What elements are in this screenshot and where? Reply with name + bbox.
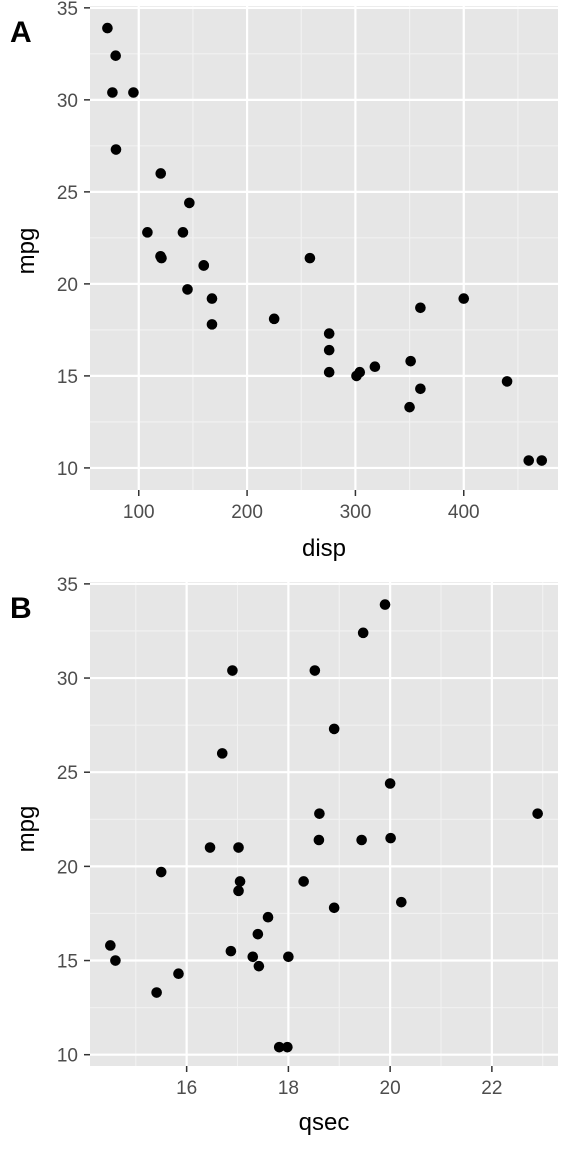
data-point-a — [128, 87, 139, 98]
data-point-a — [323, 366, 335, 378]
data-point-a — [110, 144, 122, 155]
data-point-b — [532, 808, 543, 819]
data-point-a — [142, 227, 153, 238]
y-tick-label-b: 10 — [57, 1046, 78, 1067]
x-tick-label-b: 20 — [380, 1078, 401, 1099]
y-tick-label-b: 15 — [57, 952, 78, 973]
data-point-a — [415, 383, 426, 395]
data-point-a — [405, 355, 416, 367]
x-tick-label-a: 400 — [448, 502, 480, 523]
data-point-a — [184, 197, 195, 209]
y-tick-label-b: 25 — [57, 763, 78, 784]
data-point-b — [396, 896, 407, 908]
data-point-b — [105, 940, 116, 951]
data-point-a — [415, 302, 426, 314]
y-tick-label-a: 35 — [57, 0, 78, 20]
data-point-b — [379, 599, 391, 610]
data-point-a — [458, 293, 470, 304]
y-tick-label-b: 30 — [57, 669, 78, 690]
data-point-a — [206, 319, 218, 330]
data-point-b — [227, 665, 238, 676]
y-tick-label-a: 25 — [57, 183, 78, 204]
data-point-a — [536, 455, 548, 466]
x-axis-title-b: qsec — [299, 1109, 350, 1136]
data-point-a — [523, 455, 535, 466]
data-point-a — [501, 376, 513, 387]
data-point-b — [204, 842, 216, 853]
data-point-a — [323, 328, 335, 339]
data-point-b — [110, 955, 121, 966]
data-point-b — [253, 960, 265, 972]
panel-b: B qsec mpg 16 18 20 22 10 15 20 25 30 35 — [10, 575, 558, 1136]
x-tick-label-a: 100 — [123, 502, 155, 523]
data-point-b — [309, 665, 321, 676]
x-tick-label-b: 16 — [176, 1078, 197, 1099]
x-tick-label-b: 22 — [481, 1078, 502, 1099]
data-point-b — [357, 627, 369, 639]
data-point-a — [102, 22, 113, 34]
x-tick-label-b: 18 — [278, 1078, 299, 1099]
data-point-a — [198, 260, 210, 271]
plot-panel-a — [90, 6, 558, 490]
data-point-b — [356, 834, 367, 846]
y-axis-title-b: mpg — [13, 806, 40, 853]
data-point-b — [385, 832, 396, 844]
data-point-b — [155, 866, 167, 878]
data-point-a — [155, 168, 167, 179]
x-tick-label-a: 200 — [231, 502, 263, 523]
data-point-b — [233, 842, 244, 853]
x-axis-title-a: disp — [302, 535, 346, 562]
data-point-a — [323, 344, 335, 356]
plot-panel-b — [90, 582, 558, 1066]
data-point-a — [369, 361, 381, 372]
data-point-a — [351, 370, 362, 382]
data-point-b — [313, 834, 325, 846]
y-axis-title-a: mpg — [13, 228, 40, 275]
data-point-b — [151, 987, 162, 998]
data-point-b — [273, 1041, 285, 1053]
data-point-a — [182, 284, 193, 295]
data-point-a — [177, 227, 189, 238]
data-point-a — [404, 401, 415, 413]
data-point-b — [282, 1041, 293, 1053]
data-point-a — [268, 313, 280, 325]
data-point-b — [173, 968, 184, 980]
data-point-b — [234, 876, 246, 887]
data-point-b — [247, 951, 259, 963]
panel-tag-a: A — [10, 16, 32, 49]
data-point-a — [206, 293, 218, 304]
data-point-a — [110, 50, 121, 61]
data-point-a — [304, 252, 316, 264]
data-point-b — [328, 723, 340, 735]
data-point-b — [384, 778, 396, 789]
y-tick-label-a: 10 — [57, 459, 78, 480]
y-tick-label-a: 15 — [57, 367, 78, 388]
data-point-a — [156, 252, 167, 264]
panel-a: A disp mpg 100 200 300 400 10 15 20 25 30 35 — [10, 0, 558, 562]
data-point-b — [216, 748, 228, 759]
data-point-a — [107, 87, 118, 98]
data-point-b — [225, 945, 237, 957]
data-point-b — [252, 928, 264, 940]
panel-tag-b: B — [10, 592, 32, 625]
data-point-b — [298, 876, 309, 887]
data-point-b — [233, 885, 244, 897]
y-tick-label-a: 20 — [57, 275, 78, 296]
y-tick-label-b: 20 — [57, 857, 78, 878]
x-tick-label-a: 300 — [340, 502, 372, 523]
data-point-b — [328, 902, 340, 914]
data-point-b — [314, 808, 325, 819]
data-point-b — [262, 911, 274, 923]
data-point-b — [283, 951, 294, 963]
y-tick-label-b: 35 — [57, 575, 78, 596]
y-tick-label-a: 30 — [57, 91, 78, 112]
